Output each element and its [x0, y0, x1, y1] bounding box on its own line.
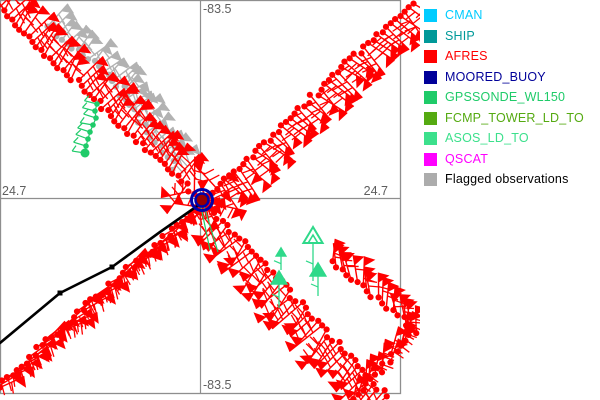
legend-label: AFRES: [445, 49, 488, 63]
observations-layer: [0, 0, 420, 400]
legend-label: FCMP_TOWER_LD_TO: [445, 110, 584, 125]
legend-item-moored-buoy: MOORED_BUOY: [424, 69, 584, 84]
legend-item-gpssonde-wl150: GPSSONDE_WL150: [424, 91, 584, 104]
legend-label: CMAN: [445, 8, 483, 22]
legend-item-flagged-observations: Flagged observations: [424, 173, 584, 186]
legend-swatch: [424, 70, 437, 84]
legend-item-afres: AFRES: [424, 50, 584, 63]
legend-swatch: [424, 50, 437, 63]
legend-swatch: [424, 173, 437, 186]
legend-swatch: [424, 132, 437, 145]
legend-item-cman: CMAN: [424, 9, 584, 22]
legend-item-ship: SHIP: [424, 28, 584, 43]
legend-item-fcmp-tower-ld-to: FCMP_TOWER_LD_TO: [424, 110, 584, 125]
legend-swatch: [424, 111, 437, 125]
legend-label: QSCAT: [445, 151, 489, 166]
legend-label: Flagged observations: [445, 172, 569, 186]
legend-swatch: [424, 152, 437, 166]
legend-label: GPSSONDE_WL150: [445, 90, 566, 104]
lat-label-left: 24.7: [2, 184, 26, 198]
legend-swatch: [424, 9, 437, 22]
lat-label-right: 24.7: [364, 184, 388, 198]
legend-swatch: [424, 29, 437, 43]
legend-swatch: [424, 91, 437, 104]
legend-label: SHIP: [445, 28, 475, 43]
legend: CMAN SHIP AFRES MOORED_BUOY GPSSONDE_WL150 FC…: [424, 9, 584, 194]
lon-label-bottom: -83.5: [203, 378, 232, 392]
legend-label: MOORED_BUOY: [445, 69, 546, 84]
legend-label: ASOS_LD_TO: [445, 131, 529, 145]
legend-item-asos-ld-to: ASOS_LD_TO: [424, 132, 584, 145]
legend-item-qscat: QSCAT: [424, 151, 584, 166]
observation-map: -83.5 -83.5 24.7 24.7: [0, 0, 420, 400]
axis-labels: -83.5 -83.5 24.7 24.7: [2, 2, 388, 392]
lon-label-top: -83.5: [203, 2, 232, 16]
